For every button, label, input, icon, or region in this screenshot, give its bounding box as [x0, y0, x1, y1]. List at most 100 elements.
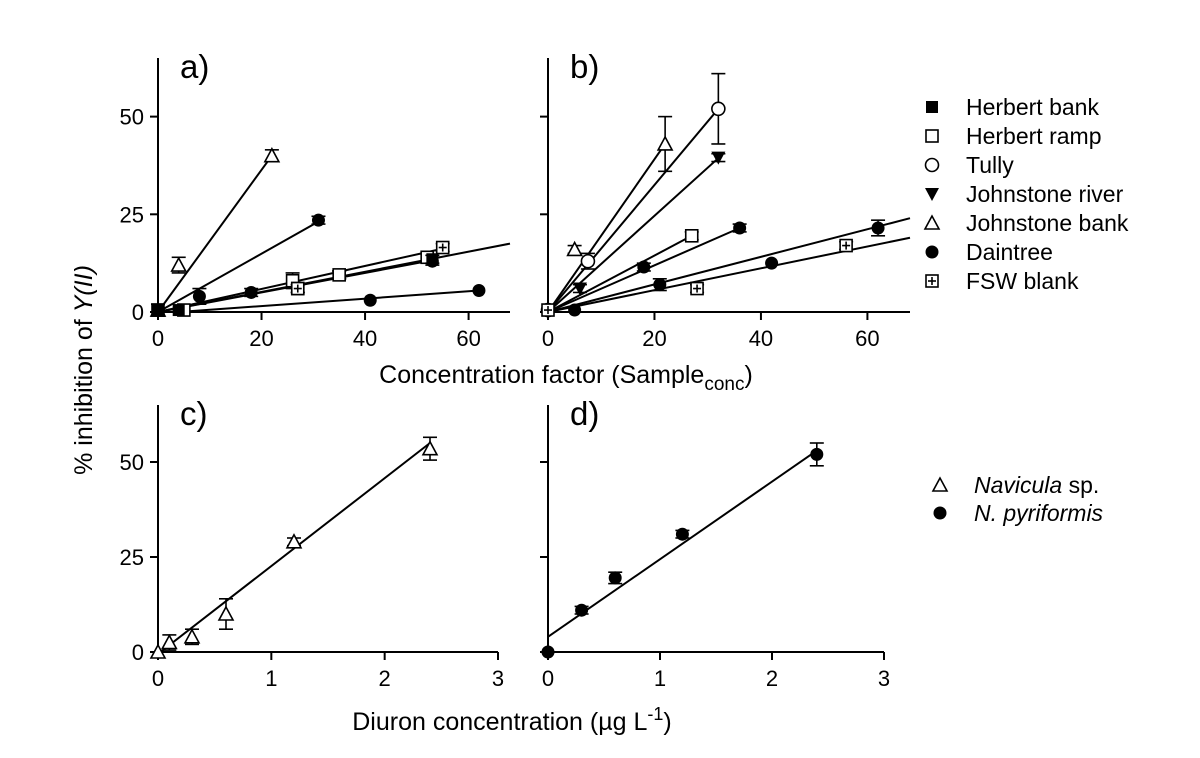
legend-label-italic: Navicula [974, 472, 1062, 498]
fit-line [547, 108, 720, 313]
fit-line [547, 236, 911, 313]
x-tick-label: 40 [749, 326, 773, 351]
panels: 0 20 40 60 0 25 50 a) 0 20 40 60 b) 0 1 2 3 0 25 50 c) 0 1 2 3 d) [120, 48, 911, 691]
panel-1: 0 20 40 60 0 25 50 a) [120, 48, 511, 351]
x-axis-title-top-main: Concentration factor (Sample [379, 361, 704, 389]
data-point [421, 440, 439, 456]
legend-item: FSW blank [925, 268, 1079, 294]
x-tick-label: 60 [855, 326, 879, 351]
x-tick-label: 60 [456, 326, 480, 351]
data-point [690, 281, 704, 296]
data-point [656, 135, 674, 151]
data-point [290, 281, 305, 296]
x-tick-label: 3 [878, 666, 890, 691]
y-tick-label: 50 [120, 450, 144, 475]
y-tick-label: 0 [132, 300, 144, 325]
legend-label: Herbert ramp [966, 123, 1101, 149]
data-point [472, 284, 486, 298]
fit-line [547, 449, 818, 638]
data-point [152, 304, 164, 317]
legend-item: Tully [924, 152, 1014, 178]
x-tick-label: 0 [542, 326, 554, 351]
x-axis-title-bottom-unit: L [627, 708, 648, 736]
panel-label: d) [570, 395, 599, 432]
y-axis-title-prefix: % inhibition of [70, 312, 98, 475]
legend-item: N. pyriformis [933, 500, 1104, 526]
data-point [170, 256, 188, 272]
panel-label: a) [180, 48, 209, 85]
data-point [363, 293, 377, 307]
fit-line [178, 289, 480, 313]
data-point [541, 645, 555, 659]
legend-label: Johnstone river [966, 181, 1124, 207]
legend-marker [925, 188, 939, 201]
legend-marker [924, 157, 940, 173]
x-tick-label: 0 [152, 326, 164, 351]
y-axis-title-italic: Y(II) [70, 265, 98, 312]
x-tick-label: 2 [379, 666, 391, 691]
x-tick-label: 2 [766, 666, 778, 691]
legend-marker [923, 214, 941, 230]
legend-item: Daintree [925, 239, 1053, 265]
legend-label: Johnstone bank [966, 210, 1129, 236]
legend-item: Herbert bank [926, 94, 1099, 120]
panel-4: 0 1 2 3 d) [540, 395, 890, 691]
data-point [572, 282, 587, 296]
data-point [810, 447, 824, 461]
data-point [684, 229, 699, 243]
legend-marker [925, 274, 939, 288]
y-tick-label: 25 [120, 545, 144, 570]
legend-label: N. pyriformis [974, 500, 1104, 526]
data-point [160, 633, 178, 650]
x-tick-label: 20 [249, 326, 273, 351]
data-point [285, 533, 303, 549]
data-point [653, 278, 667, 292]
legend-marker [931, 476, 949, 492]
legend-top: Herbert bank Herbert ramp Tully Johnstone r… [923, 94, 1129, 294]
fit-line [157, 246, 449, 313]
x-axis-title-top-close: ) [744, 361, 752, 389]
fit-line [157, 219, 322, 313]
data-point [839, 238, 853, 253]
legend-label: Tully [966, 152, 1014, 178]
legend-label: FSW blank [966, 268, 1079, 294]
data-point [575, 603, 589, 617]
x-tick-label: 20 [642, 326, 666, 351]
x-axis-title-top-sub: conc [704, 374, 744, 395]
data-point [263, 147, 281, 163]
data-point [311, 213, 325, 227]
legend-item: Johnstone river [925, 181, 1124, 207]
data-point [871, 221, 885, 235]
data-point [568, 303, 582, 317]
fit-line [547, 143, 666, 313]
y-tick-label: 0 [132, 640, 144, 665]
legend-marker [925, 245, 939, 259]
data-point [435, 240, 450, 255]
panel-2: 0 20 40 60 b) [540, 48, 911, 351]
data-point [217, 605, 235, 621]
x-axis-title-bottom: Diuron concentration (µg L-1) [352, 704, 671, 736]
y-axis-title: % inhibition of Y(II) [70, 265, 98, 475]
data-point [675, 527, 689, 541]
legend-item: Johnstone bank [923, 210, 1129, 236]
x-tick-label: 1 [265, 666, 277, 691]
legend-marker [933, 506, 947, 520]
data-point [711, 101, 726, 117]
x-tick-label: 0 [542, 666, 554, 691]
panel-3: 0 1 2 3 0 25 50 c) [120, 395, 505, 691]
legend-label: Herbert bank [966, 94, 1099, 120]
legend-label: Navicula sp. [974, 472, 1099, 498]
data-point [426, 253, 439, 266]
data-point [149, 643, 167, 659]
fit-line [547, 217, 911, 313]
data-point [332, 268, 346, 282]
legend-marker [925, 129, 939, 143]
legend-item: Navicula sp. [931, 472, 1099, 498]
data-point [580, 253, 596, 269]
fit-line [157, 155, 273, 313]
legend-marker [926, 101, 938, 113]
x-tick-label: 0 [152, 666, 164, 691]
fit-line [547, 234, 693, 313]
data-point [192, 289, 206, 303]
